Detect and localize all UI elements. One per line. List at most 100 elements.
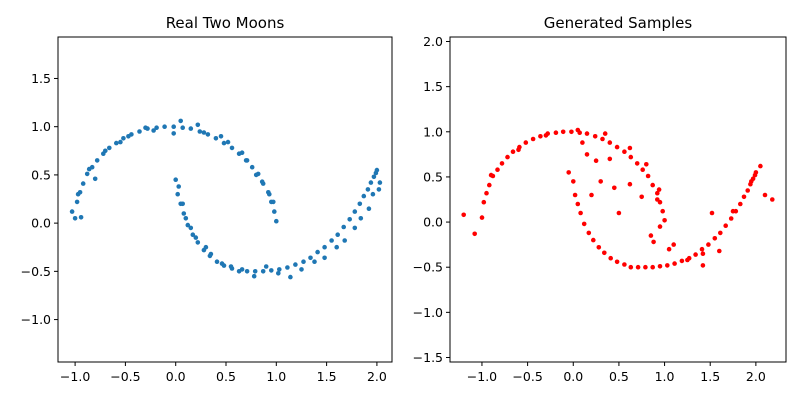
scatter-point bbox=[185, 222, 191, 228]
scatter-point bbox=[569, 129, 574, 135]
x-tick-label: 2.0 bbox=[367, 369, 387, 384]
scatter-point bbox=[580, 140, 585, 145]
scatter-point bbox=[709, 210, 715, 216]
scatter-point bbox=[271, 199, 276, 205]
x-tick-label: −1.0 bbox=[467, 369, 497, 384]
scatter-point bbox=[660, 208, 665, 214]
scatter-point bbox=[706, 242, 711, 247]
x-tick-label: −0.5 bbox=[512, 369, 542, 384]
scatter-point bbox=[371, 174, 377, 180]
scatter-point bbox=[634, 161, 640, 166]
scatter-point bbox=[374, 167, 380, 173]
scatter-point bbox=[566, 170, 571, 175]
scatter-point bbox=[571, 179, 576, 184]
scatter-point bbox=[341, 224, 347, 230]
scatter-point bbox=[126, 134, 131, 139]
scatter-point bbox=[553, 130, 559, 135]
scatter-point bbox=[575, 127, 581, 133]
y-tick-label: −1.0 bbox=[21, 312, 51, 327]
scatter-point bbox=[717, 248, 722, 254]
scatter-point bbox=[510, 149, 516, 154]
scatter-point bbox=[487, 182, 492, 188]
scatter-point bbox=[154, 125, 159, 130]
scatter-point bbox=[665, 263, 670, 268]
scatter-point bbox=[598, 179, 603, 184]
y-tick-label: 1.0 bbox=[423, 124, 443, 139]
scatter-point bbox=[644, 162, 649, 167]
scatter-point bbox=[171, 124, 176, 129]
scatter-point bbox=[218, 134, 224, 139]
scatter-point bbox=[195, 122, 201, 128]
scatter-point bbox=[718, 230, 723, 236]
scatter-point bbox=[322, 244, 327, 250]
scatter-point bbox=[523, 140, 529, 145]
scatter-point bbox=[171, 131, 176, 136]
scatter-points bbox=[461, 127, 775, 270]
x-tick-label: 0.0 bbox=[166, 369, 186, 384]
scatter-point bbox=[180, 125, 185, 130]
scatter-point bbox=[322, 255, 327, 261]
scatter-point bbox=[666, 246, 672, 252]
scatter-point bbox=[277, 267, 282, 272]
scatter-point bbox=[628, 154, 634, 160]
scatter-point bbox=[137, 129, 142, 134]
scatter-point bbox=[175, 191, 180, 197]
x-tick-label: 1.0 bbox=[655, 369, 675, 384]
scatter-point bbox=[770, 197, 775, 202]
scatter-point bbox=[183, 216, 189, 221]
scatter-point bbox=[651, 239, 656, 245]
scatter-point bbox=[274, 218, 279, 224]
scatter-point bbox=[276, 271, 281, 276]
scatter-point bbox=[762, 192, 768, 198]
x-tick-label: 0.5 bbox=[609, 369, 629, 384]
scatter-point bbox=[293, 262, 298, 267]
scatter-point bbox=[72, 216, 78, 221]
scatter-point bbox=[581, 221, 587, 227]
scatter-point bbox=[301, 259, 306, 265]
scatter-point bbox=[208, 251, 214, 257]
scatter-point bbox=[193, 235, 199, 240]
scatter-point bbox=[75, 191, 81, 197]
scatter-point bbox=[505, 154, 510, 160]
scatter-point bbox=[591, 237, 596, 243]
x-axis-ticks: −1.0 −0.5 0.0 0.5 1.0 1.5 2.0 bbox=[467, 362, 766, 384]
scatter-point bbox=[655, 197, 660, 202]
scatter-point bbox=[80, 181, 86, 186]
scatter-point bbox=[188, 126, 194, 131]
scatter-point bbox=[608, 255, 613, 261]
scatter-point bbox=[239, 150, 245, 155]
x-tick-label: 0.5 bbox=[216, 369, 236, 384]
scatter-point bbox=[572, 192, 578, 198]
scatter-point bbox=[329, 238, 334, 243]
scatter-point bbox=[622, 149, 627, 154]
scatter-point bbox=[203, 244, 209, 250]
scatter-point bbox=[180, 201, 185, 207]
scatter-point bbox=[672, 261, 677, 266]
scatter-point bbox=[656, 187, 662, 192]
scatter-point bbox=[103, 148, 108, 154]
scatter-point bbox=[251, 273, 257, 279]
scatter-point bbox=[84, 171, 90, 177]
scatter-point bbox=[285, 265, 290, 270]
chart-title: Generated Samples bbox=[544, 14, 693, 32]
scatter-point bbox=[584, 131, 590, 136]
scatter-point bbox=[151, 128, 156, 133]
scatter-point bbox=[479, 215, 485, 220]
plot-frame bbox=[449, 36, 787, 363]
scatter-point bbox=[352, 225, 358, 231]
scatter-point bbox=[648, 233, 654, 238]
scatter-point bbox=[190, 232, 196, 237]
scatter-point bbox=[214, 259, 220, 265]
scatter-point bbox=[575, 201, 581, 207]
scatter-point bbox=[472, 231, 478, 237]
scatter-point bbox=[495, 167, 500, 172]
scatter-point bbox=[162, 124, 167, 129]
real-two-moons-chart: Real Two Moons −1.0 −0.5 0.0 0.5 1.0 1.5 2.0 −… bbox=[21, 14, 393, 384]
scatter-point bbox=[253, 172, 259, 178]
scatter-point bbox=[78, 215, 84, 220]
scatter-point bbox=[263, 264, 269, 269]
scatter-point bbox=[612, 185, 617, 191]
scatter-point bbox=[657, 224, 663, 229]
scatter-point bbox=[614, 259, 620, 265]
